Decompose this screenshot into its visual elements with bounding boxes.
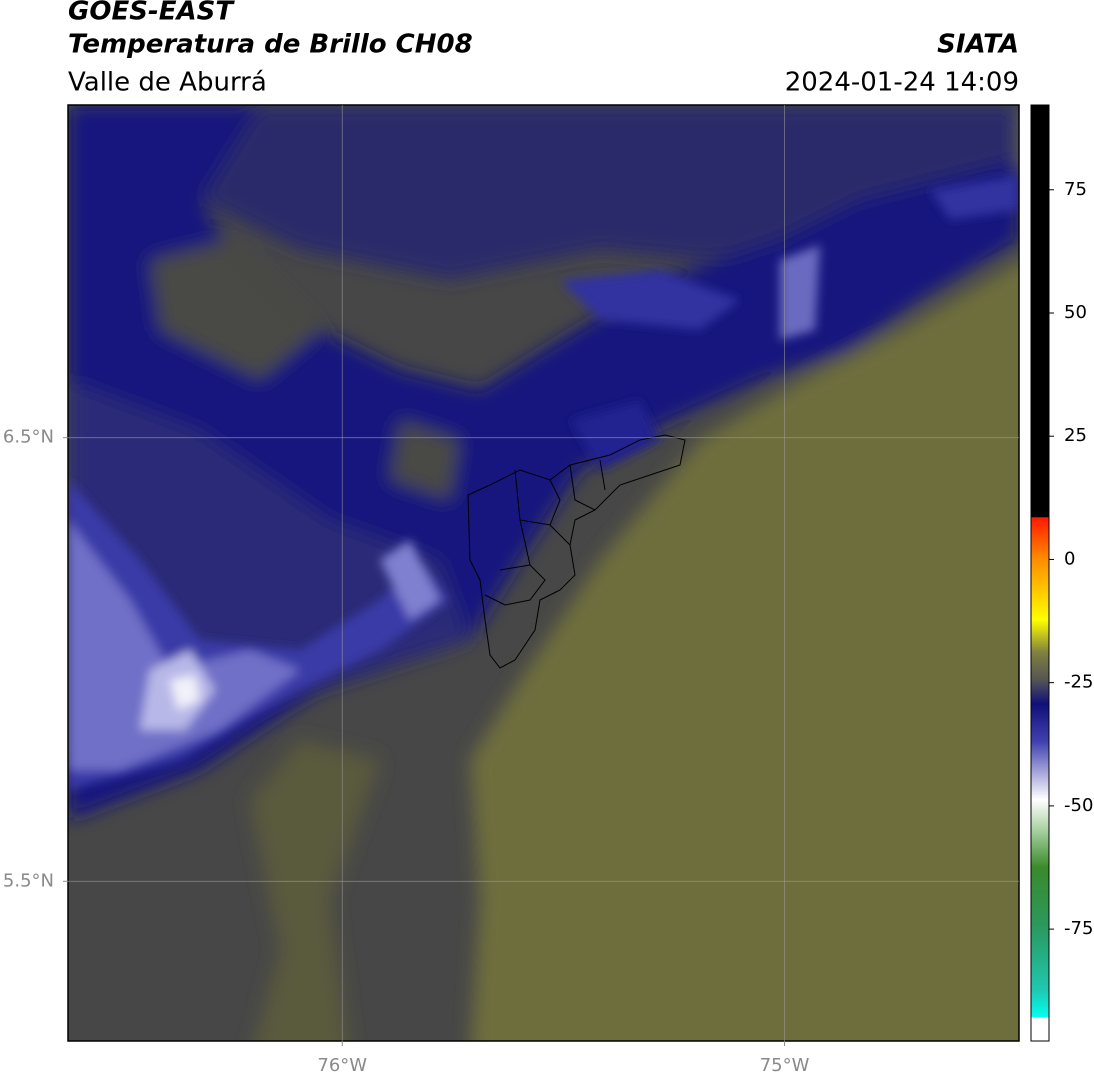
colorbar <box>1030 104 1050 1042</box>
colorbar-tick-label: -25 <box>1064 672 1093 693</box>
x-tick-label: 76°W <box>317 1055 367 1076</box>
satellite-image <box>68 105 1019 1041</box>
subtitle: Temperatura de Brillo CH08 <box>68 30 473 60</box>
colorbar-tick-label: 25 <box>1064 425 1087 446</box>
x-tick-label: 75°W <box>760 1055 810 1076</box>
colorbar-tick-label: -75 <box>1064 918 1093 939</box>
timestamp: 2024-01-24 14:09 <box>785 68 1019 98</box>
colorbar-tick-label: 0 <box>1064 548 1075 569</box>
map-frame <box>67 104 1020 1042</box>
colorbar-tick-label: 75 <box>1064 179 1087 200</box>
y-tick-label: 5.5°N <box>3 870 54 891</box>
y-tick-label: 6.5°N <box>3 427 54 448</box>
colorbar-tick-label: -50 <box>1064 795 1093 816</box>
source: SIATA <box>937 30 1019 60</box>
region: Valle de Aburrá <box>68 68 267 98</box>
colorbar-tick-label: 50 <box>1064 302 1087 323</box>
title: GOES-EAST <box>68 0 235 27</box>
